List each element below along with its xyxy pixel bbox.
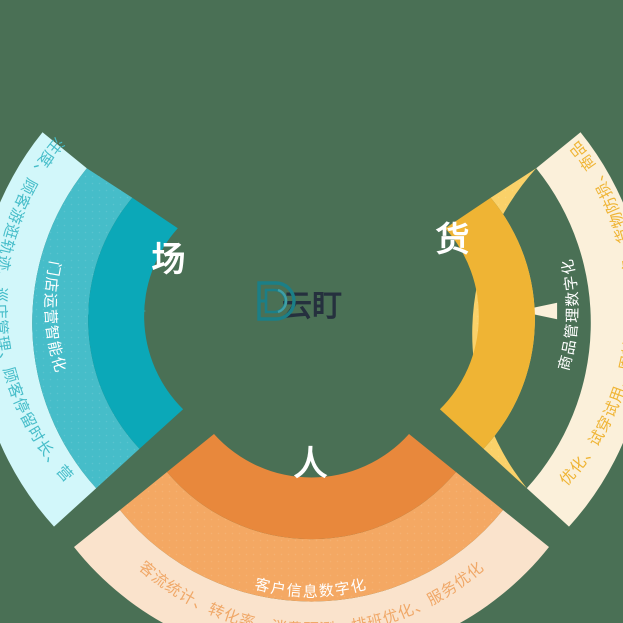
segment-huo-notch-outer	[518, 302, 558, 320]
segment-chang-center-label: 场	[152, 241, 187, 279]
segment-chang-inner-band	[88, 197, 184, 449]
segment-chang-middle-texture	[32, 168, 140, 489]
segment-ren-inner-band	[167, 434, 456, 540]
segment-chang[interactable]: 场 门店运营智能化 区域关注度、顾客游逛轨迹、巡店管理、顾客停留时长、营销活动	[0, 0, 187, 527]
segment-huo-outer-band	[526, 132, 623, 527]
segment-ren[interactable]: 人 客户信息数字化 客流统计、转化率、消费预测、排班优化、服务优化	[74, 434, 549, 623]
segment-huo-inner-band	[439, 197, 535, 449]
segment-ren-middle-texture	[120, 472, 503, 602]
segment-huo-middle-label: 商品管理数字化	[556, 256, 582, 372]
segment-ren-outer-band	[74, 510, 549, 623]
segment-huo-center-label: 货	[436, 221, 471, 259]
center-logo: 云盯	[252, 278, 372, 336]
logo-d-mark-icon	[257, 281, 296, 321]
segment-ren-center-label: 人	[294, 445, 329, 483]
segment-chang-outer-band	[0, 132, 97, 527]
